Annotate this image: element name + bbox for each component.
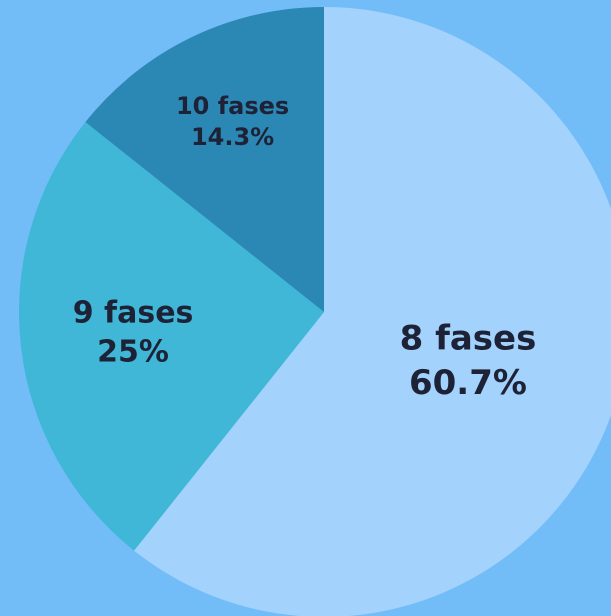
slice-value-label: 60.7% — [409, 363, 527, 403]
pie-slice — [85, 7, 324, 312]
slice-label: 9 fases — [73, 296, 194, 331]
slice-value-label: 25% — [97, 335, 169, 370]
pie-slice — [134, 7, 611, 616]
slice-value-label: 14.3% — [191, 123, 274, 151]
slice-label: 8 fases — [400, 319, 537, 359]
pie-slice — [18, 122, 324, 551]
slice-label: 10 fases — [176, 92, 289, 120]
